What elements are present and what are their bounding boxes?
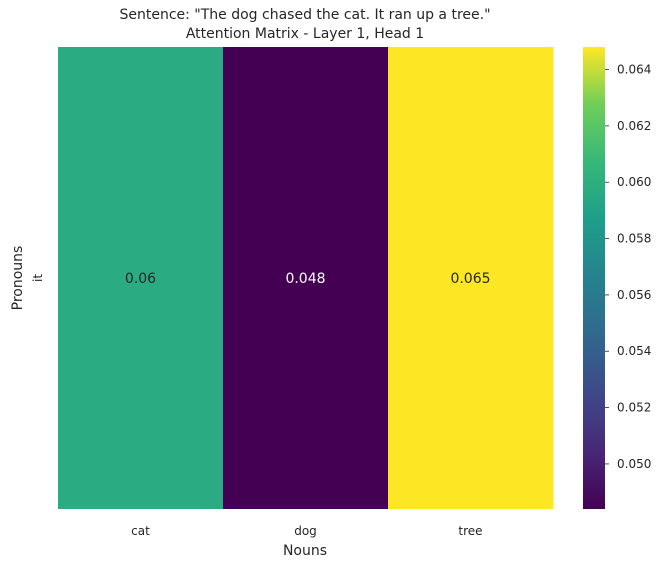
colorbar-tick-label: 0.056 bbox=[617, 288, 651, 302]
colorbar bbox=[583, 47, 605, 509]
heatmap-cell-it-cat bbox=[58, 47, 224, 509]
colorbar-tick-label: 0.058 bbox=[617, 232, 651, 246]
colorbar-tick-label: 0.054 bbox=[617, 344, 651, 358]
y-tick-label: it bbox=[31, 274, 45, 282]
x-tick-label: tree bbox=[458, 524, 482, 538]
heatmap-cells bbox=[58, 47, 554, 509]
colorbar-ticks: 0.050 0.052 0.054 0.056 0.058 0.060 0.062 0.064 bbox=[605, 63, 651, 471]
colorbar-tick-label: 0.064 bbox=[617, 63, 651, 77]
x-tick-label: dog bbox=[294, 524, 317, 538]
chart-title-line1: Sentence: "The dog chased the cat. It ra… bbox=[119, 7, 490, 23]
x-axis-label: Nouns bbox=[283, 543, 327, 559]
y-tick-labels: it bbox=[31, 274, 45, 282]
colorbar-tick-label: 0.052 bbox=[617, 401, 651, 415]
colorbar-tick-label: 0.050 bbox=[617, 457, 651, 471]
cell-value-label: 0.048 bbox=[285, 271, 325, 287]
chart-title-line2: Attention Matrix - Layer 1, Head 1 bbox=[186, 26, 424, 42]
cell-value-label: 0.06 bbox=[125, 271, 156, 287]
heatmap-cell-it-dog bbox=[223, 47, 389, 509]
x-tick-label: cat bbox=[131, 524, 150, 538]
heatmap-cell-it-tree bbox=[388, 47, 554, 509]
colorbar-tick-label: 0.062 bbox=[617, 119, 651, 133]
heatmap-cell-labels: 0.06 0.048 0.065 bbox=[125, 271, 491, 287]
cell-value-label: 0.065 bbox=[450, 271, 490, 287]
colorbar-tick-label: 0.060 bbox=[617, 175, 651, 189]
y-axis-label: Pronouns bbox=[10, 246, 26, 311]
x-tick-labels: cat dog tree bbox=[131, 524, 482, 538]
